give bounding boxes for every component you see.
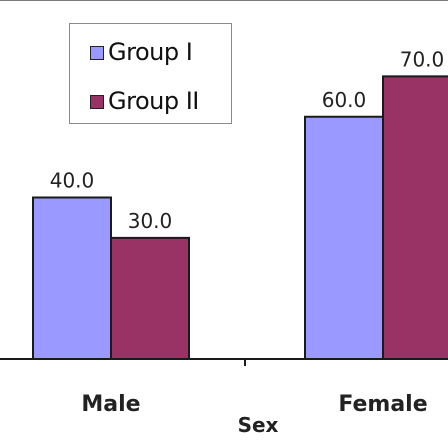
legend: Group I Group II	[69, 23, 232, 124]
legend-swatch-group-2-icon	[90, 95, 104, 109]
legend-item-group-2: Group II	[90, 89, 199, 113]
x-tick-label-female: Female	[338, 392, 427, 417]
bar-male-series-1	[32, 196, 112, 360]
data-label-male-series-1: 40.0	[50, 169, 95, 193]
data-label-female-series-2: 70.0	[400, 47, 445, 71]
bar-male-series-2	[110, 236, 190, 360]
legend-item-group-1: Group I	[90, 38, 193, 66]
x-tick-label-male: Male	[81, 392, 140, 417]
data-label-female-series-1: 60.0	[322, 88, 367, 112]
legend-swatch-group-1-icon	[90, 46, 104, 60]
legend-label-group-1: Group I	[108, 38, 193, 66]
data-label-male-series-2: 30.0	[128, 209, 173, 233]
legend-label-group-2: Group II	[108, 87, 199, 115]
bar-female-series-2	[382, 75, 448, 360]
x-axis-title: Sex	[238, 413, 279, 437]
bar-female-series-1	[304, 115, 384, 360]
